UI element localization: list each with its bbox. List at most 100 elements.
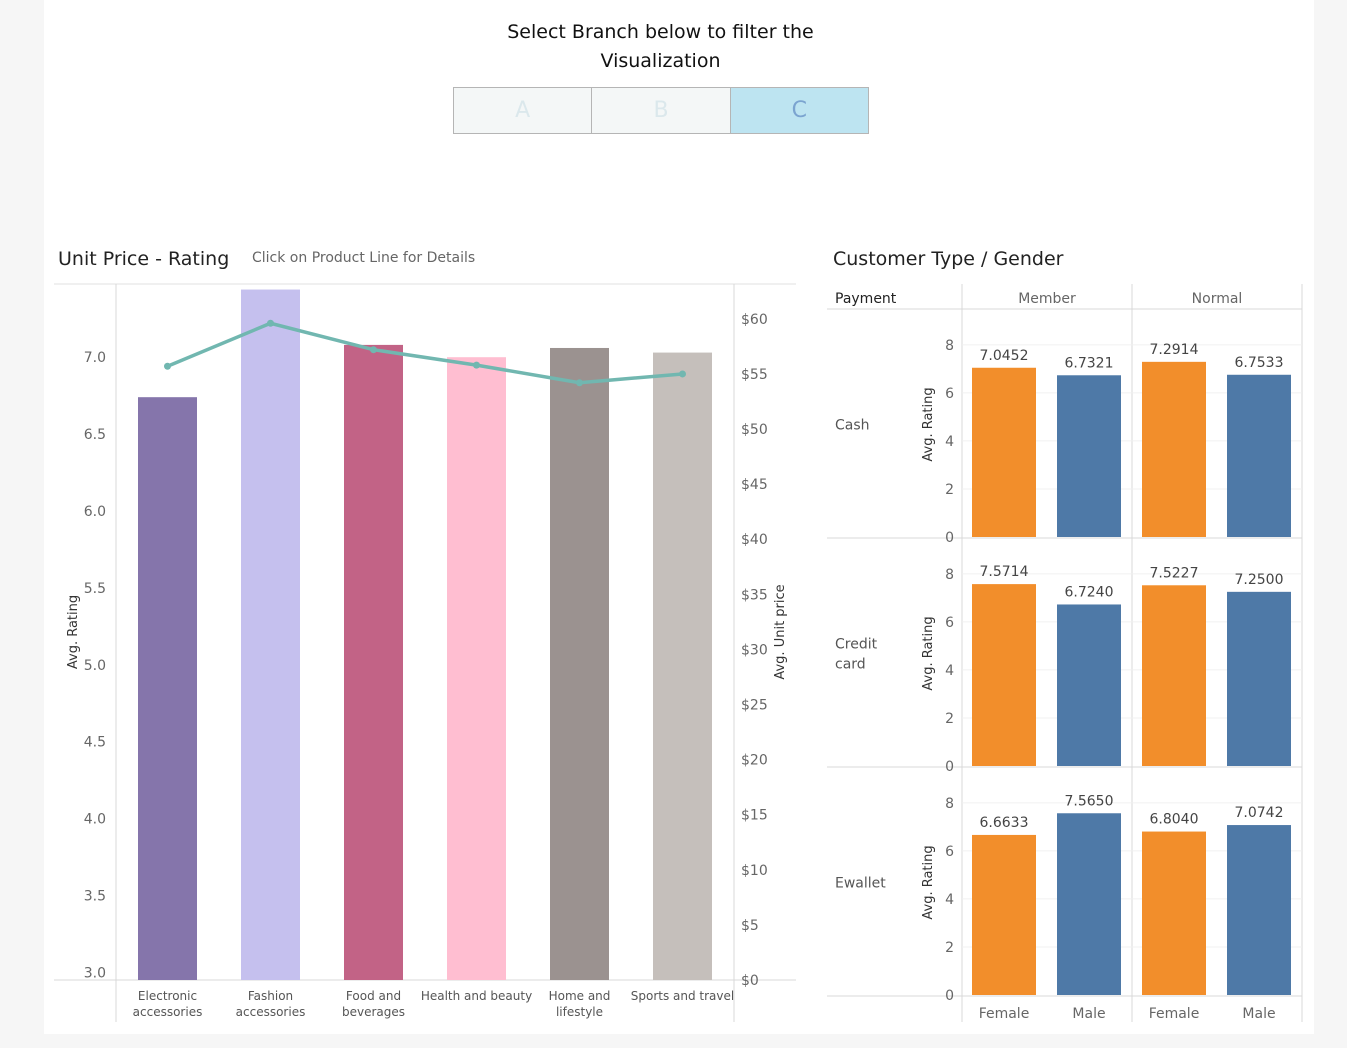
gender-bar[interactable] <box>1142 831 1206 995</box>
gender-bar[interactable] <box>1057 813 1121 995</box>
value-label: 6.7321 <box>1065 355 1114 371</box>
gender-bar[interactable] <box>1142 585 1206 766</box>
customer-type-header: Normal <box>1192 291 1243 307</box>
unit-price-point[interactable] <box>370 346 377 354</box>
branch-c-button[interactable]: C <box>729 87 869 134</box>
value-label: 6.6633 <box>980 815 1029 831</box>
branch-b-button[interactable]: B <box>591 87 731 134</box>
y-tick-label: 4 <box>945 434 954 450</box>
category-label: Food and beverages <box>342 989 405 1019</box>
value-label: 7.0452 <box>980 348 1029 364</box>
gender-bar[interactable] <box>1227 374 1291 537</box>
unit-price-rating-title: Unit Price - Rating <box>58 248 230 270</box>
dashboard: Select Branch below to filter the Visual… <box>44 0 1314 1034</box>
y-tick-label: 7.0 <box>84 350 106 366</box>
gender-bar[interactable] <box>1227 825 1291 995</box>
branch-a-button[interactable]: A <box>453 87 593 134</box>
y-axis-label: Avg. Rating <box>921 387 936 461</box>
rating-bar[interactable] <box>447 357 506 980</box>
gender-bar[interactable] <box>1057 604 1121 766</box>
filter-instruction: Select Branch below to filter the Visual… <box>507 21 814 72</box>
y-tick-label: 6 <box>945 386 954 402</box>
payment-header: Payment <box>835 291 897 307</box>
branch-filter: A B C <box>453 87 869 134</box>
value-label: 7.2500 <box>1235 572 1284 588</box>
value-label: 7.0742 <box>1235 805 1284 821</box>
y2-tick-label: $60 <box>741 312 768 328</box>
y2-tick-label: $10 <box>741 863 768 879</box>
gender-bar[interactable] <box>1142 361 1206 537</box>
y2-tick-label: $20 <box>741 753 768 769</box>
y-axis-label: Avg. Rating <box>66 595 81 669</box>
y2-tick-label: $30 <box>741 642 768 658</box>
gender-label: Female <box>979 1006 1030 1022</box>
y2-axis-label: Avg. Unit price <box>773 584 788 679</box>
y-tick-label: 6 <box>945 615 954 631</box>
product-line-hint: Click on Product Line for Details <box>252 250 476 266</box>
rating-bar[interactable] <box>344 344 403 980</box>
y-tick-label: 6.5 <box>84 427 106 443</box>
customer-type-header: Member <box>1018 291 1076 307</box>
value-label: 6.7240 <box>1065 584 1114 600</box>
y2-tick-label: $25 <box>741 698 768 714</box>
rating-bar[interactable] <box>653 352 712 980</box>
rating-bar[interactable] <box>241 289 300 980</box>
y-tick-label: 2 <box>945 482 954 498</box>
value-label: 6.7533 <box>1235 355 1284 371</box>
y-tick-label: 8 <box>945 338 954 354</box>
y2-tick-label: $35 <box>741 587 768 603</box>
value-label: 7.5714 <box>980 564 1029 580</box>
unit-price-point[interactable] <box>473 361 480 369</box>
unit-price-point[interactable] <box>164 362 171 370</box>
unit-price-line <box>166 321 683 385</box>
y2-tick-label: $0 <box>741 973 759 989</box>
y-axis-label: Avg. Rating <box>921 845 936 919</box>
y-tick-label: 0 <box>945 530 954 546</box>
y-tick-label: 4 <box>945 663 954 679</box>
category-label: Electronic accessories <box>133 989 203 1019</box>
value-label: 7.2914 <box>1150 342 1199 358</box>
value-label: 7.5650 <box>1065 793 1114 809</box>
y-tick-label: 5.5 <box>84 581 106 597</box>
y-tick-label: 3.5 <box>84 888 106 904</box>
gender-bar[interactable] <box>1227 591 1291 766</box>
rating-bar[interactable] <box>138 397 197 980</box>
y-tick-label: 0 <box>945 759 954 775</box>
y2-tick-label: $45 <box>741 477 768 493</box>
y2-tick-label: $50 <box>741 422 768 438</box>
gender-bar[interactable] <box>972 834 1036 995</box>
payment-label: Ewallet <box>835 876 886 892</box>
y-tick-label: 8 <box>945 567 954 583</box>
y-tick-label: 5.0 <box>84 658 106 674</box>
customer-type-gender-title: Customer Type / Gender <box>833 248 1064 270</box>
y-tick-label: 2 <box>945 711 954 727</box>
unit-price-point[interactable] <box>576 379 583 387</box>
y-tick-label: 4.0 <box>84 812 106 828</box>
category-label: Sports and travel <box>631 989 734 1003</box>
y2-tick-label: $55 <box>741 367 768 383</box>
y-tick-label: 3.0 <box>84 965 106 981</box>
unit-price-point[interactable] <box>679 370 686 378</box>
rating-bar[interactable] <box>550 347 609 980</box>
y-axis-label: Avg. Rating <box>921 616 936 690</box>
y-tick-label: 0 <box>945 988 954 1004</box>
y-tick-label: 8 <box>945 796 954 812</box>
payment-label: Credit card <box>835 637 878 673</box>
category-label: Fashion accessories <box>236 989 306 1019</box>
gender-bar[interactable] <box>1057 375 1121 537</box>
category-label: Health and beauty <box>421 989 532 1003</box>
y-tick-label: 4.5 <box>84 735 106 751</box>
value-label: 6.8040 <box>1150 812 1199 828</box>
value-label: 7.5227 <box>1150 565 1199 581</box>
gender-bar[interactable] <box>972 367 1036 537</box>
payment-label: Cash <box>835 418 870 434</box>
y-tick-label: 6.0 <box>84 504 106 520</box>
y2-tick-label: $5 <box>741 918 759 934</box>
gender-label: Male <box>1072 1006 1105 1022</box>
unit-price-point[interactable] <box>267 319 274 327</box>
gender-label: Male <box>1242 1006 1275 1022</box>
unit-price-rating-chart: 3.0 3.5 4.0 4.5 5.0 5.5 6.0 6.5 7.0 $0 $5 $10 $15 $20… <box>54 283 796 1022</box>
y-tick-label: 2 <box>945 940 954 956</box>
category-label: Home and lifestyle <box>549 989 611 1019</box>
gender-bar[interactable] <box>972 584 1036 766</box>
